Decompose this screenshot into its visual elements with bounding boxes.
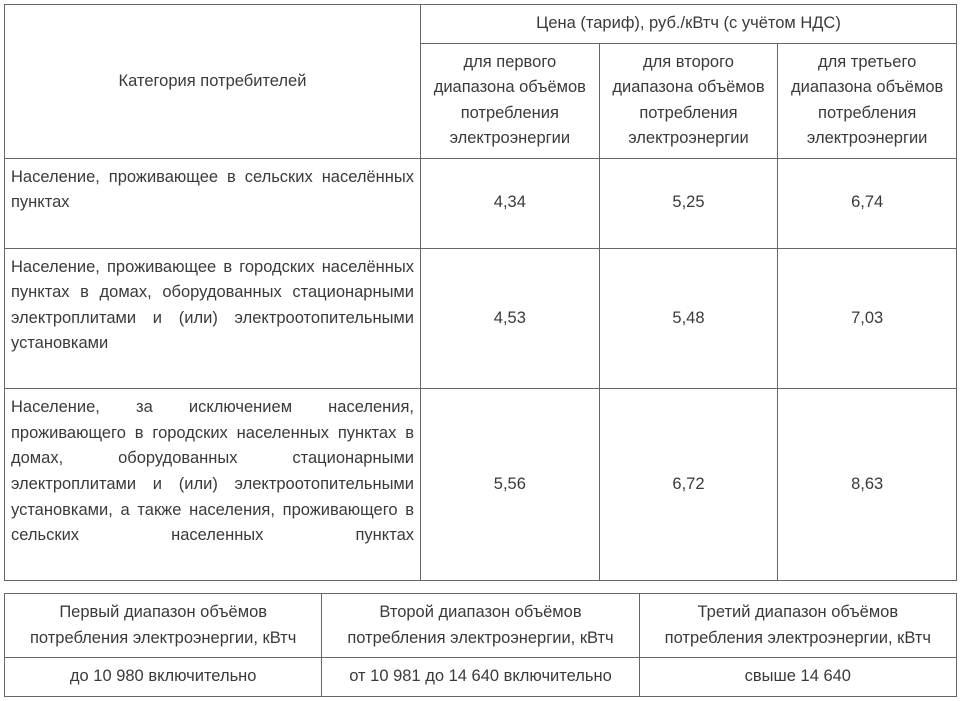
value-cell: 4,34 bbox=[421, 158, 600, 248]
value-cell: 6,72 bbox=[599, 389, 778, 581]
value-cell: 8,63 bbox=[778, 389, 957, 581]
table-row: Население, проживающее в сельских населё… bbox=[5, 158, 957, 248]
table-row: Население, проживающее в городских насел… bbox=[5, 248, 957, 389]
ranges-table-head: Первый диапазон объёмов потребления элек… bbox=[5, 594, 957, 658]
category-cell: Население, проживающее в городских насел… bbox=[5, 248, 421, 389]
category-cell: Население, за исключением населения, про… bbox=[5, 389, 421, 581]
range-value-2: от 10 981 до 14 640 включительно bbox=[322, 658, 639, 697]
header-price-col-1: для первого диапазона объёмов потреблени… bbox=[421, 43, 600, 158]
tariff-table-body: Население, проживающее в сельских населё… bbox=[5, 158, 957, 580]
value-cell: 5,48 bbox=[599, 248, 778, 389]
tariff-table-head: Категория потребителей Цена (тариф), руб… bbox=[5, 5, 957, 159]
value-cell: 7,03 bbox=[778, 248, 957, 389]
tariff-table: Категория потребителей Цена (тариф), руб… bbox=[4, 4, 957, 581]
ranges-table: Первый диапазон объёмов потребления элек… bbox=[4, 593, 957, 697]
ranges-table-body: до 10 980 включительно от 10 981 до 14 6… bbox=[5, 658, 957, 697]
table-row: Первый диапазон объёмов потребления элек… bbox=[5, 594, 957, 658]
range-value-3: свыше 14 640 bbox=[639, 658, 956, 697]
range-header-3: Третий диапазон объёмов потребления элек… bbox=[639, 594, 956, 658]
category-cell: Население, проживающее в сельских населё… bbox=[5, 158, 421, 248]
range-header-1: Первый диапазон объёмов потребления элек… bbox=[5, 594, 322, 658]
header-price-col-3: для третьего диапазона объёмов потреблен… bbox=[778, 43, 957, 158]
range-value-1: до 10 980 включительно bbox=[5, 658, 322, 697]
header-price-col-2: для второго диапазона объёмов потреблени… bbox=[599, 43, 778, 158]
header-price-group: Цена (тариф), руб./кВтч (с учётом НДС) bbox=[421, 5, 957, 44]
value-cell: 4,53 bbox=[421, 248, 600, 389]
range-header-2: Второй диапазон объёмов потребления элек… bbox=[322, 594, 639, 658]
table-row: Население, за исключением населения, про… bbox=[5, 389, 957, 581]
value-cell: 5,25 bbox=[599, 158, 778, 248]
value-cell: 5,56 bbox=[421, 389, 600, 581]
table-row: до 10 980 включительно от 10 981 до 14 6… bbox=[5, 658, 957, 697]
header-category: Категория потребителей bbox=[5, 5, 421, 159]
table-row: Категория потребителей Цена (тариф), руб… bbox=[5, 5, 957, 44]
value-cell: 6,74 bbox=[778, 158, 957, 248]
